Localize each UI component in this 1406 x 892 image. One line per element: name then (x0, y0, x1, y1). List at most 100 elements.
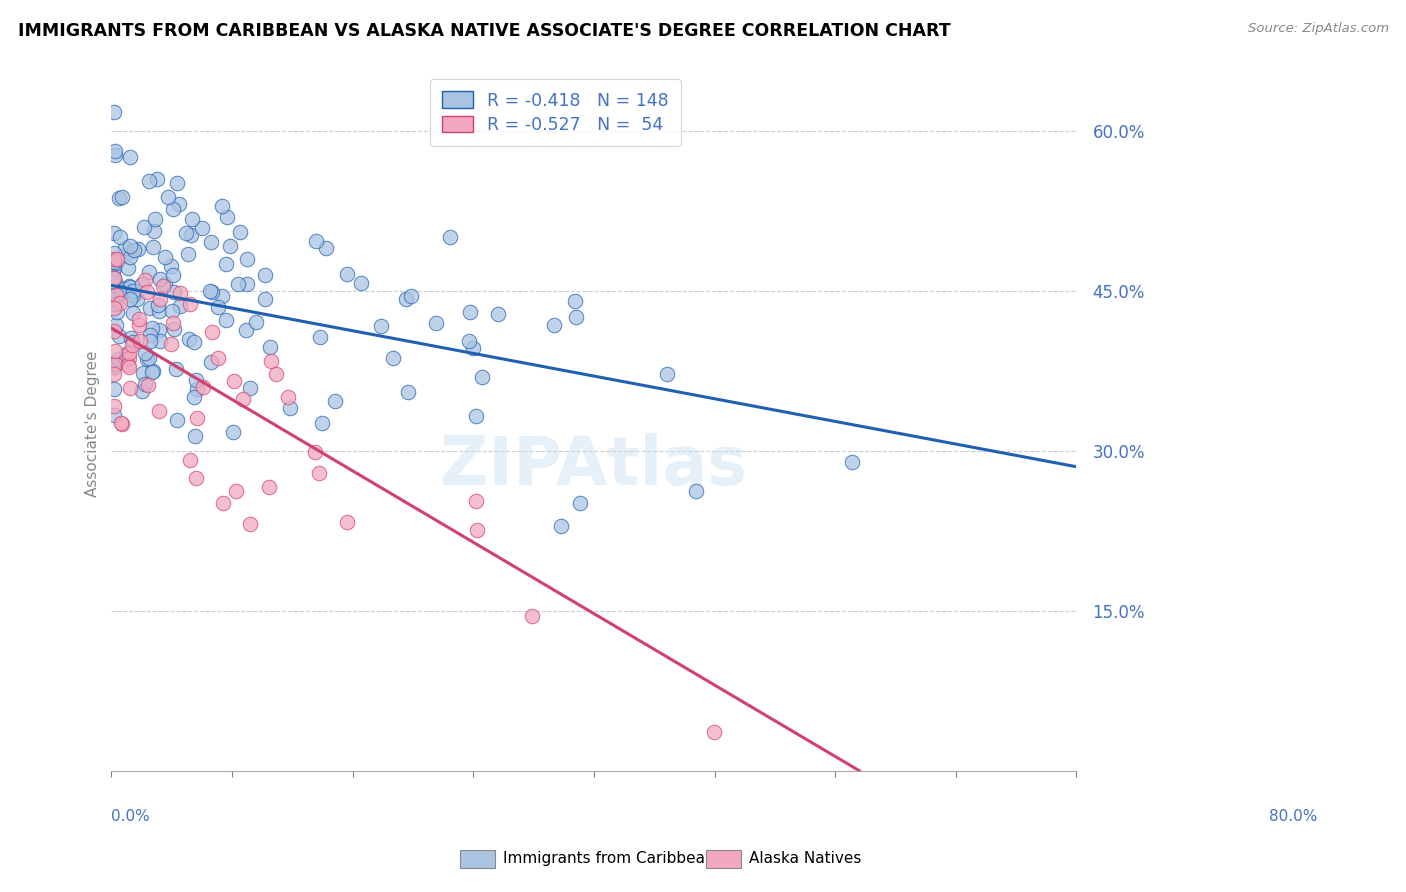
Point (311, 416, 333, 430)
Point (212, 496, 235, 510)
Point (114, 242, 136, 256)
Point (191, 221, 214, 235)
Point (305, 234, 328, 248)
Point (167, 196, 190, 211)
Point (184, 373, 207, 387)
Point (226, 277, 249, 291)
Point (103, 288, 125, 302)
Point (336, 516, 359, 530)
Point (398, 385, 420, 400)
Point (841, 455, 863, 469)
Point (138, 264, 160, 278)
Point (117, 261, 139, 276)
Point (381, 351, 404, 365)
Point (200, 235, 222, 249)
Point (127, 242, 149, 256)
Point (103, 301, 125, 315)
Point (118, 150, 141, 164)
Point (179, 453, 201, 467)
Point (103, 271, 125, 285)
Point (201, 325, 224, 339)
Point (323, 393, 346, 408)
Text: ZIPAtlas: ZIPAtlas (440, 433, 748, 499)
Point (103, 246, 125, 260)
Point (129, 334, 152, 349)
Point (215, 312, 238, 326)
Point (253, 293, 276, 307)
Y-axis label: Associate's Degree: Associate's Degree (86, 351, 100, 498)
Point (465, 409, 488, 423)
Point (564, 294, 586, 309)
Point (143, 224, 166, 238)
Point (121, 338, 143, 352)
Point (138, 351, 160, 365)
Point (395, 292, 418, 306)
Point (266, 367, 288, 381)
Point (465, 493, 488, 508)
Point (104, 275, 127, 289)
Text: IMMIGRANTS FROM CARIBBEAN VS ALASKA NATIVE ASSOCIATE'S DEGREE CORRELATION CHART: IMMIGRANTS FROM CARIBBEAN VS ALASKA NATI… (18, 22, 950, 40)
Point (207, 300, 229, 314)
Point (131, 384, 153, 399)
Point (186, 382, 208, 396)
Point (115, 352, 138, 367)
Point (163, 322, 186, 336)
Point (103, 360, 125, 375)
Point (128, 318, 150, 332)
Point (148, 304, 170, 318)
Point (159, 337, 181, 351)
Point (142, 240, 165, 254)
Point (103, 252, 125, 266)
Point (110, 285, 132, 300)
Point (225, 484, 247, 499)
Point (336, 267, 359, 281)
Point (236, 277, 259, 292)
Point (143, 211, 166, 226)
Point (103, 357, 125, 371)
Point (118, 244, 141, 259)
Point (184, 429, 207, 443)
Point (141, 320, 163, 334)
Point (108, 296, 131, 310)
Point (166, 176, 188, 190)
Point (370, 318, 392, 333)
Point (105, 256, 128, 270)
Point (149, 272, 172, 286)
Text: Source: ZipAtlas.com: Source: ZipAtlas.com (1249, 22, 1389, 36)
Point (139, 301, 162, 316)
Point (104, 344, 127, 359)
Text: Alaska Natives: Alaska Natives (749, 852, 862, 866)
Point (304, 445, 326, 459)
Point (103, 104, 125, 119)
Point (118, 360, 141, 375)
Legend: R = -0.418   N = 148, R = -0.527   N =  54: R = -0.418 N = 148, R = -0.527 N = 54 (430, 79, 681, 146)
Point (134, 346, 156, 360)
Point (107, 329, 129, 343)
Point (193, 379, 215, 393)
Point (177, 333, 200, 347)
Point (136, 285, 159, 299)
Point (118, 238, 141, 252)
Point (134, 273, 156, 287)
Point (103, 297, 125, 311)
Point (198, 284, 221, 298)
Point (229, 225, 252, 239)
Point (108, 229, 131, 244)
Point (222, 425, 245, 439)
Point (543, 318, 565, 333)
Text: Immigrants from Caribbean: Immigrants from Caribbean (503, 852, 716, 866)
Point (177, 247, 200, 261)
Point (103, 261, 125, 276)
Text: 0.0%: 0.0% (111, 809, 150, 824)
Point (122, 334, 145, 349)
Point (277, 390, 299, 404)
Point (148, 322, 170, 336)
Point (152, 278, 174, 293)
Point (156, 190, 179, 204)
Point (564, 310, 586, 324)
Point (169, 286, 191, 301)
Point (118, 293, 141, 307)
Point (136, 352, 159, 367)
Point (211, 199, 233, 213)
Point (117, 358, 139, 372)
